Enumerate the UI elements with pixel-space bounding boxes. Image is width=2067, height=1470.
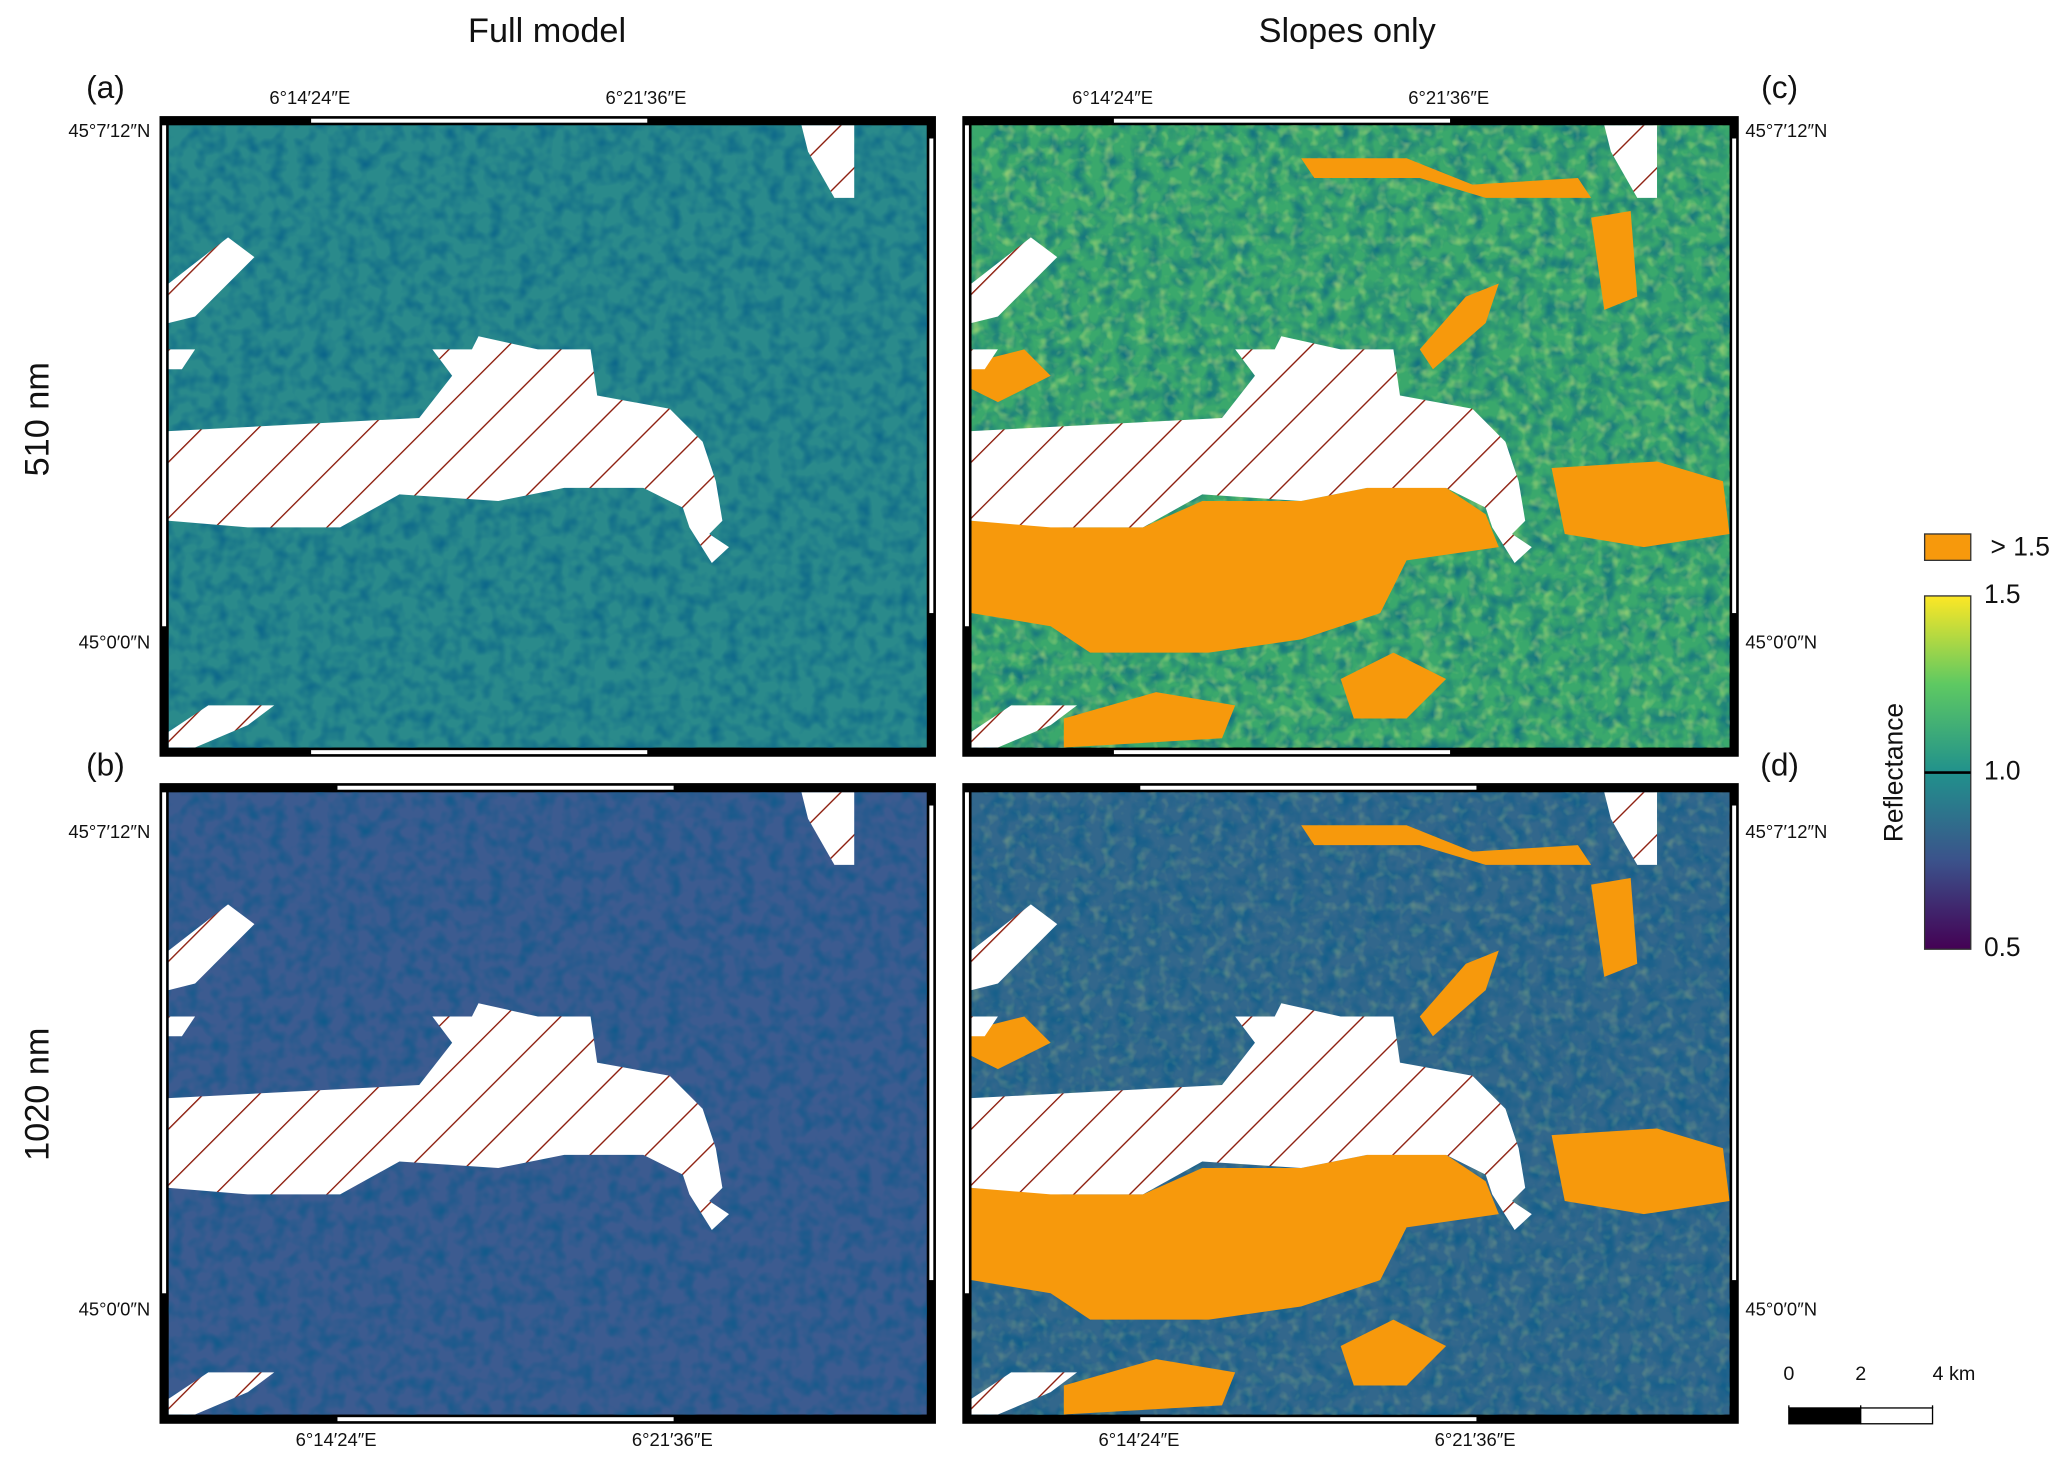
overflow-area <box>1063 692 1236 748</box>
colorbar-tick-label: 0.5 <box>1984 932 2021 962</box>
frame-segment <box>1140 1417 1477 1422</box>
column-title: Slopes only <box>1259 12 1437 50</box>
overflow-area <box>1591 210 1638 310</box>
latitude-label: 45°7′12″N <box>1745 120 1827 141</box>
map-panel <box>159 116 936 757</box>
row-title: 1020 nm <box>19 1028 57 1161</box>
frame-segment <box>1732 805 1737 1281</box>
longitude-label: 6°14′24″E <box>1098 1429 1179 1450</box>
overflow-area <box>1063 1359 1236 1415</box>
overflow-area <box>1419 283 1499 370</box>
latitude-label: 45°0′0″N <box>1745 631 1817 652</box>
panel-label: (c) <box>1761 69 1798 105</box>
frame-segment <box>337 1417 674 1422</box>
scale-label: 4 km <box>1933 1363 1976 1385</box>
overflow-area <box>1551 1128 1730 1215</box>
overflow-area <box>1301 825 1592 865</box>
column-title: Full model <box>468 12 626 50</box>
map-panel <box>962 783 1739 1424</box>
map-panel <box>159 783 936 1424</box>
frame-segment <box>337 785 674 790</box>
frame-segment <box>1113 118 1451 123</box>
frame-segment <box>1113 750 1451 755</box>
frame-segment <box>1140 785 1477 790</box>
colorbar-title: Reflectance <box>1879 703 1909 842</box>
longitude-label: 6°21′36″E <box>605 87 686 108</box>
overflow-area <box>1301 158 1592 198</box>
latitude-label: 45°7′12″N <box>1745 821 1827 842</box>
latitude-label: 45°7′12″N <box>68 120 150 141</box>
latitude-label: 45°0′0″N <box>79 631 151 652</box>
frame-segment <box>162 792 167 1294</box>
latitude-label: 45°0′0″N <box>1745 1298 1817 1319</box>
overflow-area <box>1551 461 1730 548</box>
frame-segment <box>162 125 167 627</box>
scale-segment <box>1860 1407 1934 1425</box>
frame-segment <box>964 125 969 627</box>
longitude-label: 6°21′36″E <box>632 1429 713 1450</box>
longitude-label: 6°14′24″E <box>1072 87 1153 108</box>
overflow-area <box>971 349 1051 403</box>
overflow-label: > 1.5 <box>1991 531 2050 561</box>
row-title: 510 nm <box>19 362 57 476</box>
latitude-label: 45°7′12″N <box>68 821 150 842</box>
panel-label: (b) <box>86 747 125 783</box>
panel-label: (d) <box>1760 747 1799 783</box>
overflow-area <box>1591 878 1638 977</box>
scale-label: 0 <box>1783 1363 1794 1385</box>
colorbar-tick-label: 1.5 <box>1984 579 2021 609</box>
map-panel <box>962 116 1739 757</box>
overflow-area <box>1340 652 1447 719</box>
overflow-area <box>1419 950 1499 1037</box>
frame-segment <box>1732 138 1737 614</box>
frame-segment <box>929 138 934 614</box>
latitude-label: 45°0′0″N <box>79 1298 151 1319</box>
longitude-label: 6°14′24″E <box>269 87 350 108</box>
frame-segment <box>929 805 934 1281</box>
scale-segment <box>1788 1407 1862 1425</box>
panel-label: (a) <box>86 69 125 105</box>
longitude-label: 6°14′24″E <box>296 1429 377 1450</box>
overflow-area <box>1340 1319 1447 1386</box>
scale-label: 2 <box>1855 1363 1866 1385</box>
longitude-label: 6°21′36″E <box>1408 87 1489 108</box>
longitude-label: 6°21′36″E <box>1435 1429 1516 1450</box>
frame-segment <box>311 750 648 755</box>
overflow-swatch <box>1923 533 1972 561</box>
overflow-area <box>971 465 1499 653</box>
overflow-area <box>971 1132 1499 1320</box>
frame-segment <box>311 118 648 123</box>
overflow-area <box>971 1016 1051 1070</box>
frame-segment <box>964 792 969 1294</box>
colorbar-tick-label: 1.0 <box>1984 756 2021 786</box>
